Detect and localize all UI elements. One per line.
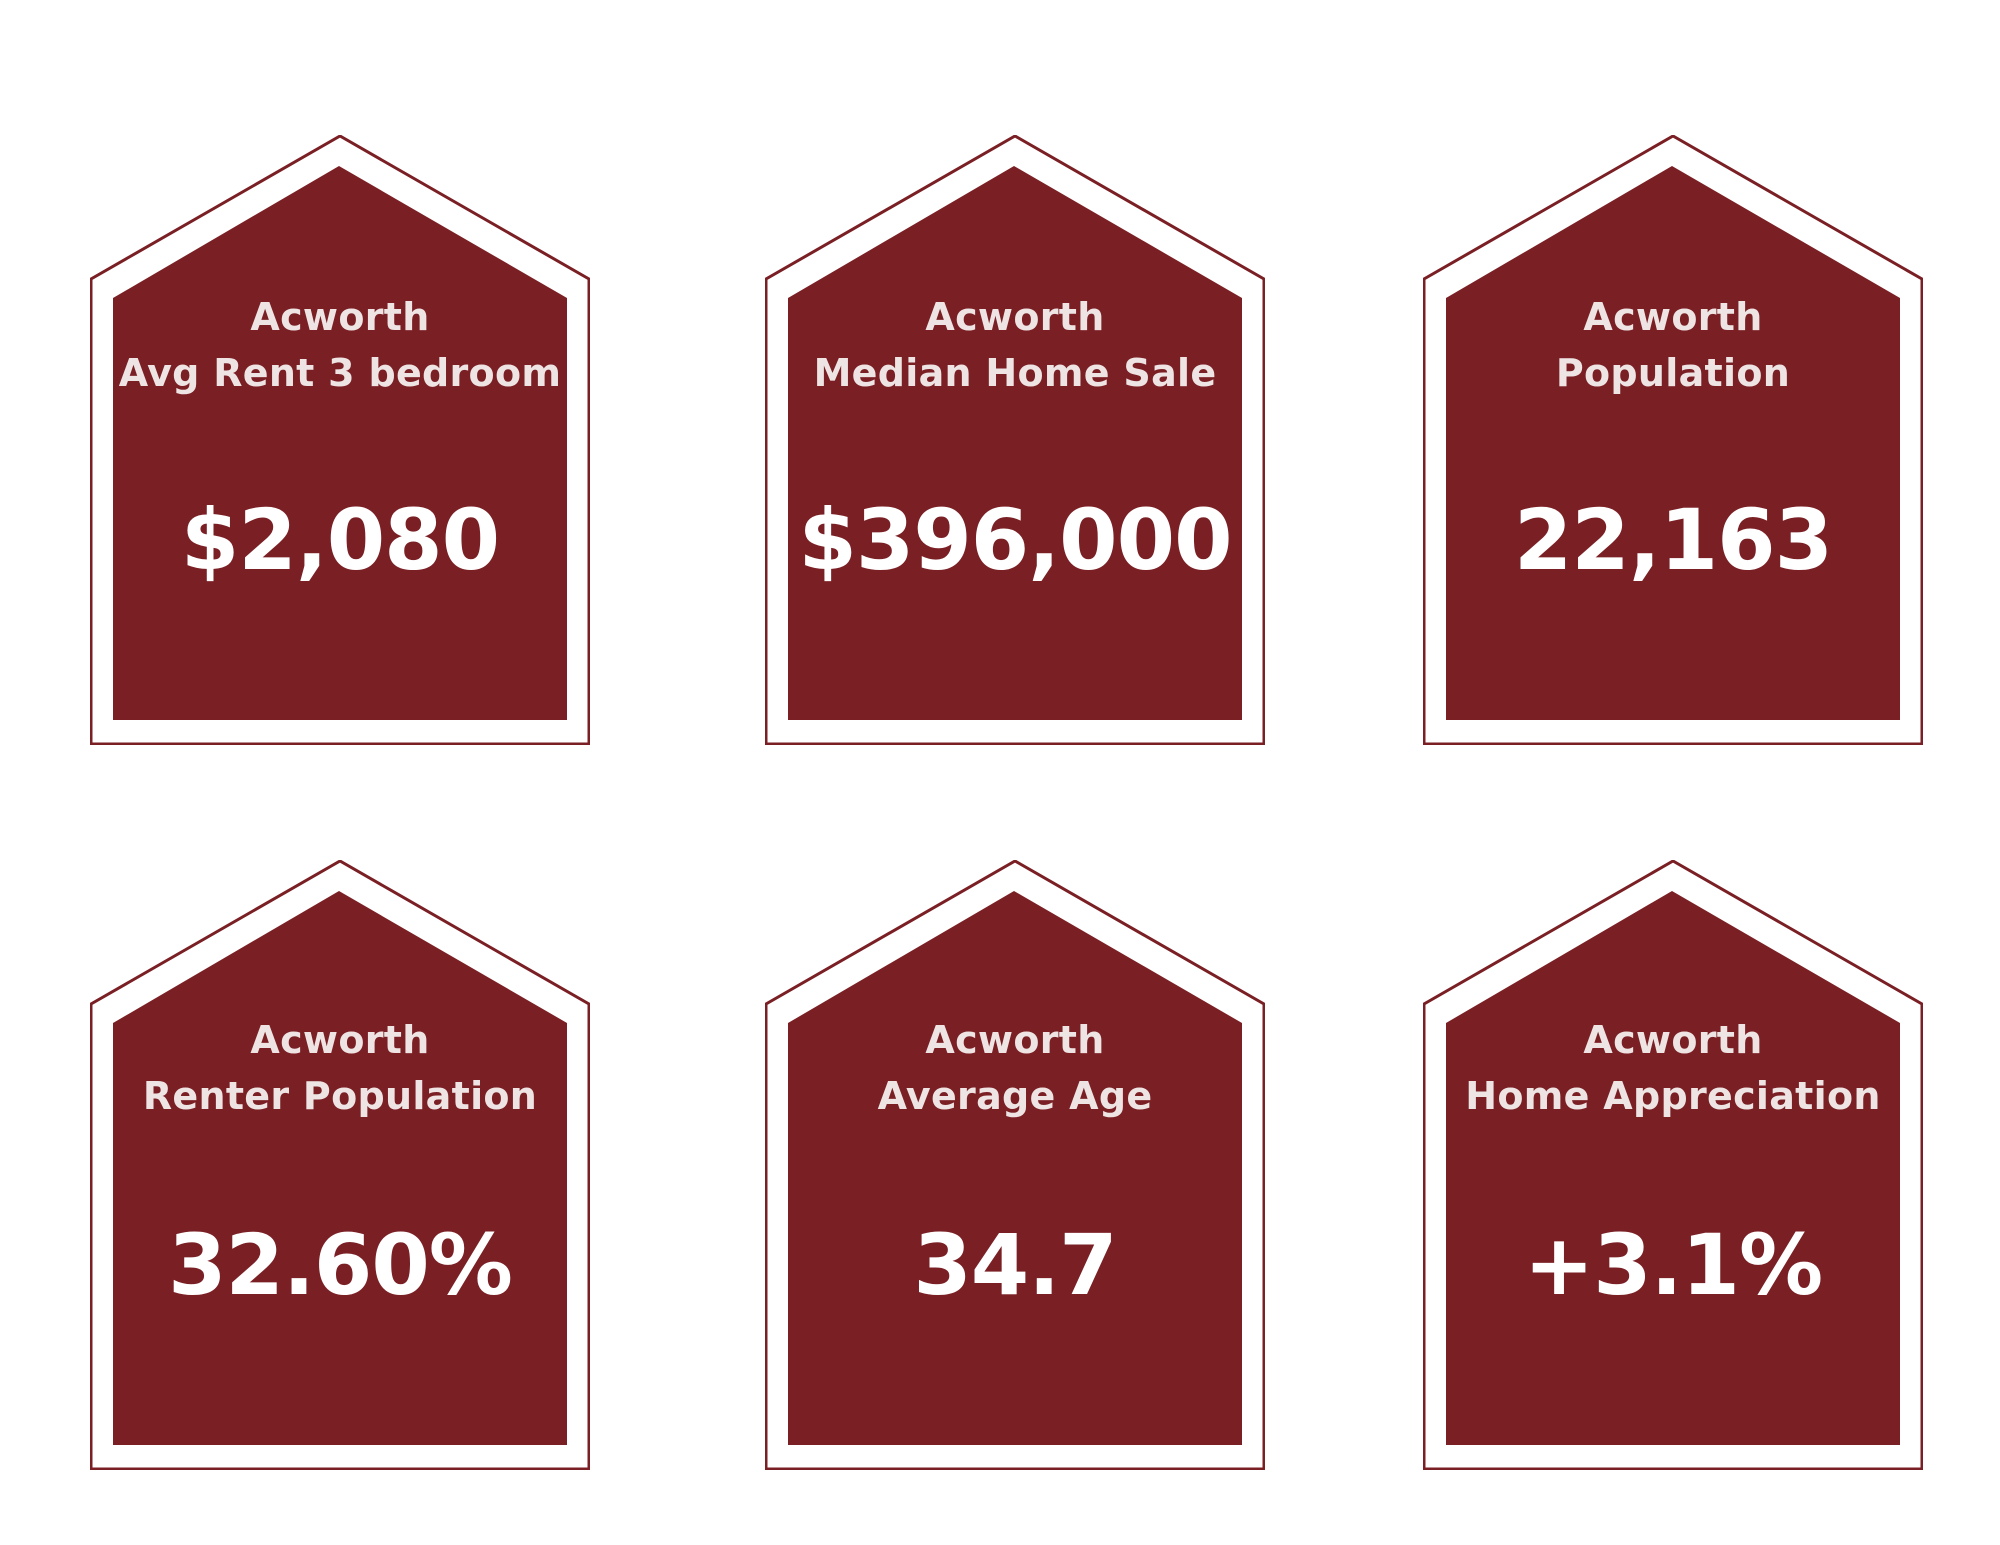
house-icon [1423, 135, 1923, 745]
house-icon [765, 860, 1265, 1470]
card-label: Acworth Average Age [785, 1012, 1245, 1124]
card-metric: Avg Rent 3 bedroom [118, 351, 562, 395]
card-label: Acworth Renter Population [110, 1012, 570, 1124]
card-city: Acworth [925, 1018, 1105, 1062]
card-value: +3.1% [1523, 1216, 1823, 1314]
card-value: $2,080 [180, 491, 500, 589]
stat-card-population: Acworth Population 22,163 [1423, 135, 1923, 745]
stat-card-renter-population: Acworth Renter Population 32.60% [90, 860, 590, 1470]
house-icon [765, 135, 1265, 745]
card-metric: Home Appreciation [1465, 1074, 1881, 1118]
card-value: 32.60% [168, 1216, 513, 1314]
card-value: 22,163 [1513, 491, 1833, 589]
stat-card-median-home-sale: Acworth Median Home Sale $396,000 [765, 135, 1265, 745]
stat-card-avg-rent: Acworth Avg Rent 3 bedroom $2,080 [90, 135, 590, 745]
card-city: Acworth [1583, 1018, 1763, 1062]
house-icon [90, 860, 590, 1470]
card-metric: Median Home Sale [813, 351, 1217, 395]
house-icon [1423, 860, 1923, 1470]
card-metric: Population [1555, 351, 1791, 395]
card-value: 34.7 [913, 1216, 1117, 1314]
card-value: $396,000 [798, 491, 1232, 589]
stat-card-average-age: Acworth Average Age 34.7 [765, 860, 1265, 1470]
stat-card-home-appreciation: Acworth Home Appreciation +3.1% [1423, 860, 1923, 1470]
card-city: Acworth [250, 295, 430, 339]
house-icon [90, 135, 590, 745]
card-label: Acworth Home Appreciation [1443, 1012, 1903, 1124]
card-metric: Renter Population [142, 1074, 538, 1118]
card-label: Acworth Median Home Sale [785, 289, 1245, 401]
card-label: Acworth Avg Rent 3 bedroom [110, 289, 570, 401]
card-city: Acworth [1583, 295, 1763, 339]
card-city: Acworth [250, 1018, 430, 1062]
card-metric: Average Age [877, 1074, 1153, 1118]
card-city: Acworth [925, 295, 1105, 339]
card-label: Acworth Population [1443, 289, 1903, 401]
